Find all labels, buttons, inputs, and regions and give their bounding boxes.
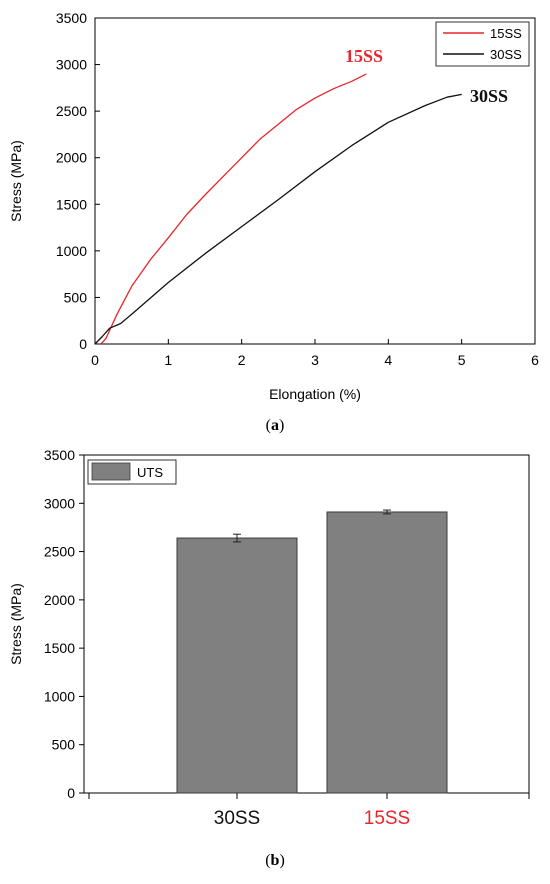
x-tick-label: 3 [311, 352, 319, 368]
annotation-15ss: 15SS [345, 46, 383, 66]
y-axis-label: Stress (MPa) [8, 140, 24, 222]
series-line-15ss [100, 73, 367, 345]
series-line-30ss [94, 93, 462, 345]
y-tick-label: 500 [64, 289, 88, 305]
y-tick-label: 2000 [56, 150, 87, 166]
annotation-30ss: 30SS [470, 86, 508, 106]
x-axis: 30SS 15SS [88, 793, 530, 829]
y-tick-label: 1500 [56, 196, 87, 212]
x-tick-label: 5 [458, 352, 466, 368]
bar-30ss [176, 537, 298, 794]
y-tick-label: 0 [79, 336, 87, 352]
x-tick-label: 1 [164, 352, 172, 368]
y-axis-label: Stress (MPa) [8, 583, 24, 665]
line-chart: 0 500 1000 1500 2000 2500 3000 3500 0 1 2 3 4 5 6 Str… [8, 10, 539, 434]
error-bar-30ss [233, 533, 241, 543]
y-tick-label: 1000 [44, 688, 75, 704]
y-tick-label: 2000 [44, 592, 75, 608]
x-axis: 0 1 2 3 4 5 6 [91, 339, 539, 368]
x-tick-label: 6 [531, 352, 539, 368]
legend: 15SS 30SS [435, 21, 530, 67]
legend-label-15ss: 15SS [490, 26, 522, 41]
y-tick-label: 2500 [56, 103, 87, 119]
legend-label-uts: UTS [137, 465, 163, 480]
plot-frame [94, 17, 536, 345]
category-label-15ss: 15SS [364, 808, 410, 829]
x-axis-label: Elongation (%) [269, 386, 361, 402]
bars [176, 509, 448, 794]
y-axis: 0 500 1000 1500 2000 2500 3000 3500 [44, 447, 84, 801]
x-tick-label: 0 [91, 352, 99, 368]
caption-b: (b) [265, 852, 285, 869]
y-tick-label: 1500 [44, 640, 75, 656]
plot-frame [83, 454, 530, 794]
y-tick-label: 1000 [56, 243, 87, 259]
bar-15ss [326, 511, 448, 794]
y-tick-label: 3500 [56, 10, 87, 26]
y-axis: 0 500 1000 1500 2000 2500 3000 3500 [56, 10, 100, 352]
y-tick-label: 2500 [44, 544, 75, 560]
legend: UTS [87, 459, 177, 485]
x-tick-label: 4 [384, 352, 392, 368]
legend-box [435, 21, 530, 67]
legend-label-30ss: 30SS [490, 47, 522, 62]
y-tick-label: 3000 [56, 57, 87, 73]
x-tick-label: 2 [238, 352, 246, 368]
y-tick-label: 3500 [44, 447, 75, 463]
y-tick-label: 0 [67, 785, 75, 801]
bar-chart: 0 500 1000 1500 2000 2500 3000 3500 30SS 15SS St… [8, 447, 530, 869]
y-tick-label: 500 [52, 737, 76, 753]
legend-swatch-uts [91, 462, 131, 481]
category-label-30ss: 30SS [214, 808, 260, 829]
series-group [94, 73, 462, 345]
error-bar-15ss [383, 509, 391, 515]
y-tick-label: 3000 [44, 495, 75, 511]
caption-a: (a) [266, 417, 285, 434]
